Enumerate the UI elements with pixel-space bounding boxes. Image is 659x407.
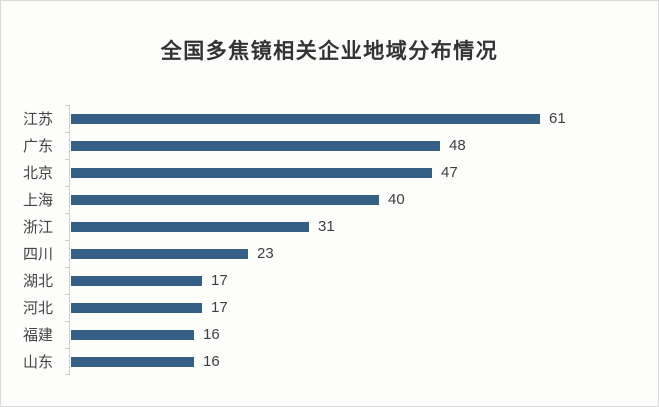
plot-area: 16 [65, 348, 643, 375]
bar [71, 140, 440, 151]
bar-row: 四川 23 [23, 240, 643, 267]
plot-area: 17 [65, 267, 643, 294]
bar-row: 山东 16 [23, 348, 643, 375]
category-label: 上海 [23, 192, 54, 209]
category-label: 北京 [23, 165, 54, 182]
plot-area: 23 [65, 240, 643, 267]
bar [71, 167, 432, 178]
value-label: 23 [257, 245, 274, 262]
bar [71, 194, 379, 205]
bar [71, 329, 194, 340]
plot-area: 48 [65, 132, 643, 159]
category-label: 湖北 [23, 273, 54, 290]
bar-row: 北京 47 [23, 159, 643, 186]
bar [71, 356, 194, 367]
value-label: 48 [449, 137, 466, 154]
value-label: 16 [203, 326, 220, 343]
bar-row: 江苏 61 [23, 105, 643, 132]
bar-row: 湖北 17 [23, 267, 643, 294]
category-label: 广东 [23, 138, 54, 155]
category-label: 河北 [23, 300, 54, 317]
value-label: 31 [318, 218, 335, 235]
bar-row: 广东 48 [23, 132, 643, 159]
bar [71, 248, 248, 259]
category-label: 四川 [23, 246, 54, 263]
value-label: 17 [211, 299, 228, 316]
value-label: 16 [203, 353, 220, 370]
value-label: 61 [549, 110, 566, 127]
category-label: 福建 [23, 327, 54, 344]
value-label: 40 [388, 191, 405, 208]
plot-area: 61 [65, 105, 643, 132]
value-label: 17 [211, 272, 228, 289]
bar [71, 302, 202, 313]
bar-row: 河北 17 [23, 294, 643, 321]
plot-area: 31 [65, 213, 643, 240]
bar-chart: 江苏 61 广东 48 北京 47 上海 40 浙江 31 四川 23 湖北 17 河北 17 福建 16 山东 16 [23, 105, 643, 375]
bar [71, 221, 309, 232]
bar [71, 113, 540, 124]
plot-area: 47 [65, 159, 643, 186]
bar [71, 275, 202, 286]
category-label: 山东 [23, 354, 54, 371]
category-label: 江苏 [23, 111, 54, 128]
plot-area: 16 [65, 321, 643, 348]
plot-area: 17 [65, 294, 643, 321]
category-label: 浙江 [23, 219, 54, 236]
bar-row: 福建 16 [23, 321, 643, 348]
bar-row: 浙江 31 [23, 213, 643, 240]
chart-title: 全国多焦镜相关企业地域分布情况 [160, 40, 499, 63]
bar-row: 上海 40 [23, 186, 643, 213]
value-label: 47 [441, 164, 458, 181]
plot-area: 40 [65, 186, 643, 213]
